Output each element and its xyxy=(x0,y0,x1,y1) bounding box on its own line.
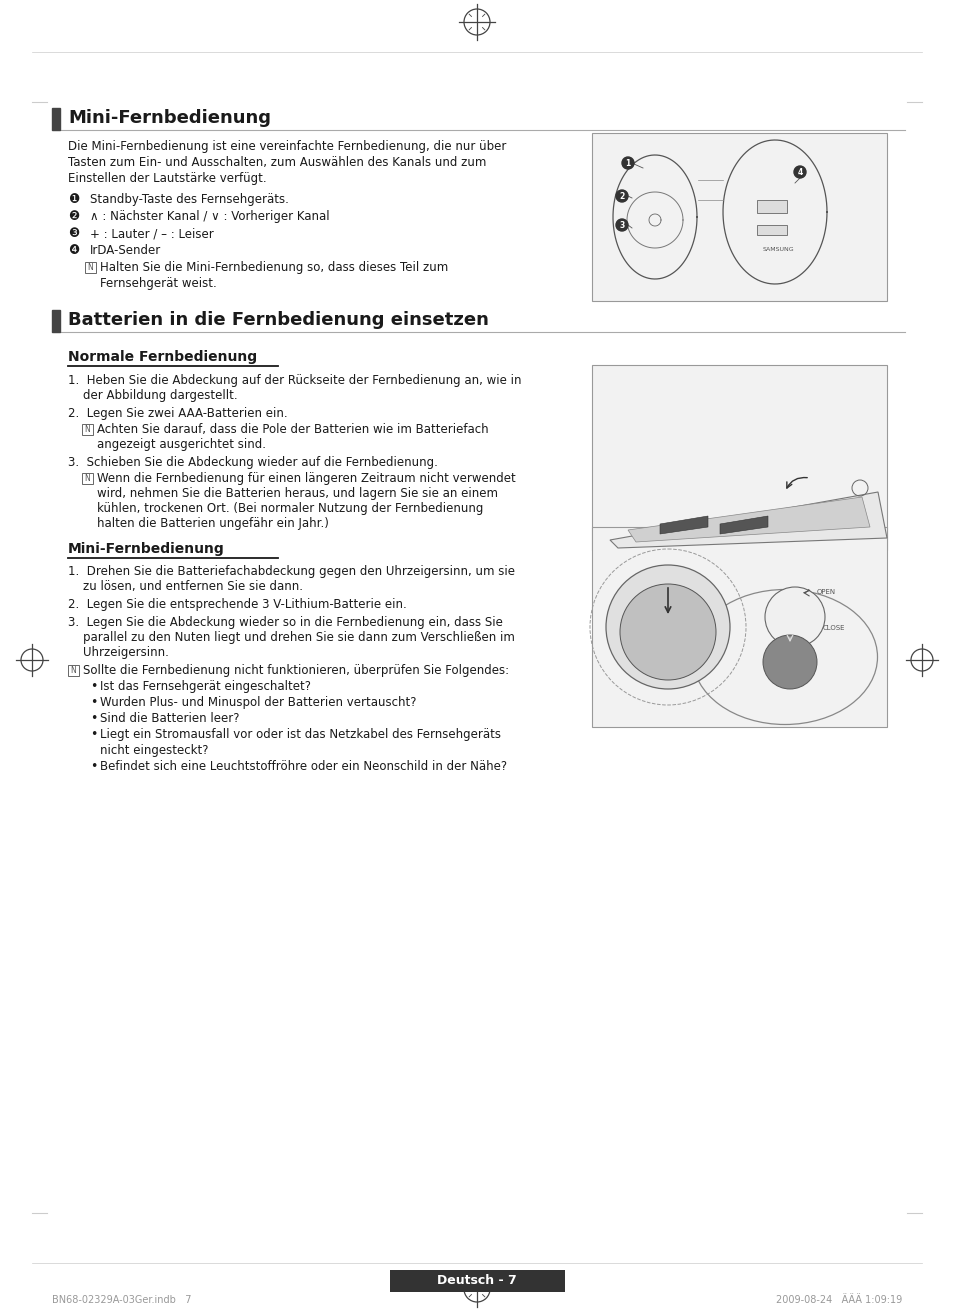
Text: N: N xyxy=(71,665,76,675)
Polygon shape xyxy=(720,515,767,534)
Bar xyxy=(52,310,60,331)
Bar xyxy=(52,108,60,130)
Text: nicht eingesteckt?: nicht eingesteckt? xyxy=(100,744,209,757)
Text: ❹: ❹ xyxy=(68,245,79,256)
Text: Achten Sie darauf, dass die Pole der Batterien wie im Batteriefach: Achten Sie darauf, dass die Pole der Bat… xyxy=(97,423,488,437)
Text: angezeigt ausgerichtet sind.: angezeigt ausgerichtet sind. xyxy=(97,438,266,451)
Circle shape xyxy=(793,166,805,178)
Text: Liegt ein Stromausfall vor oder ist das Netzkabel des Fernsehgeräts: Liegt ein Stromausfall vor oder ist das … xyxy=(100,729,500,740)
Text: Uhrzeigersinn.: Uhrzeigersinn. xyxy=(68,646,169,659)
Text: 2009-08-24   ÄÄÄ 1:09:19: 2009-08-24 ÄÄÄ 1:09:19 xyxy=(775,1295,901,1304)
Text: OPEN: OPEN xyxy=(816,589,835,594)
Text: 2.  Legen Sie die entsprechende 3 V-Lithium-Batterie ein.: 2. Legen Sie die entsprechende 3 V-Lithi… xyxy=(68,598,406,611)
Text: Wenn die Fernbedienung für einen längeren Zeitraum nicht verwendet: Wenn die Fernbedienung für einen längere… xyxy=(97,472,516,485)
Text: 1.  Drehen Sie die Batteriefachabdeckung gegen den Uhrzeigersinn, um sie: 1. Drehen Sie die Batteriefachabdeckung … xyxy=(68,565,515,579)
Bar xyxy=(757,225,786,235)
Polygon shape xyxy=(609,492,886,548)
Text: Standby-Taste des Fernsehgeräts.: Standby-Taste des Fernsehgeräts. xyxy=(90,193,289,206)
Bar xyxy=(592,527,886,727)
Text: + : Lauter / – : Leiser: + : Lauter / – : Leiser xyxy=(90,227,213,241)
Text: Mini-Fernbedienung: Mini-Fernbedienung xyxy=(68,542,225,556)
Text: Batterien in die Fernbedienung einsetzen: Batterien in die Fernbedienung einsetzen xyxy=(68,312,488,329)
Bar xyxy=(390,1270,564,1293)
Bar xyxy=(85,262,96,274)
Text: Tasten zum Ein- und Ausschalten, zum Auswählen des Kanals und zum: Tasten zum Ein- und Ausschalten, zum Aus… xyxy=(68,156,486,170)
Text: Normale Fernbedienung: Normale Fernbedienung xyxy=(68,350,257,364)
Text: Ist das Fernsehgerät eingeschaltet?: Ist das Fernsehgerät eingeschaltet? xyxy=(100,680,311,693)
Text: N: N xyxy=(85,473,91,483)
Text: IrDA-Sender: IrDA-Sender xyxy=(90,245,161,256)
Text: Halten Sie die Mini-Fernbedienung so, dass dieses Teil zum: Halten Sie die Mini-Fernbedienung so, da… xyxy=(100,260,448,274)
Text: 3.  Legen Sie die Abdeckung wieder so in die Fernbedienung ein, dass Sie: 3. Legen Sie die Abdeckung wieder so in … xyxy=(68,615,502,629)
Text: 2.  Legen Sie zwei AAA-Batterien ein.: 2. Legen Sie zwei AAA-Batterien ein. xyxy=(68,408,287,419)
Text: parallel zu den Nuten liegt und drehen Sie sie dann zum Verschließen im: parallel zu den Nuten liegt und drehen S… xyxy=(68,631,515,644)
Text: 1: 1 xyxy=(625,159,630,167)
Text: der Abbildung dargestellt.: der Abbildung dargestellt. xyxy=(68,389,237,402)
Circle shape xyxy=(605,565,729,689)
Text: SAMSUNG: SAMSUNG xyxy=(762,247,794,252)
Bar xyxy=(592,133,886,301)
Circle shape xyxy=(616,220,627,231)
Text: CLOSE: CLOSE xyxy=(822,625,844,631)
Text: ∧ : Nächster Kanal / ∨ : Vorheriger Kanal: ∧ : Nächster Kanal / ∨ : Vorheriger Kana… xyxy=(90,210,330,224)
Text: •: • xyxy=(90,696,97,709)
Bar xyxy=(82,423,92,435)
Text: Sollte die Fernbedienung nicht funktionieren, überprüfen Sie Folgendes:: Sollte die Fernbedienung nicht funktioni… xyxy=(83,664,509,677)
Text: kühlen, trockenen Ort. (Bei normaler Nutzung der Fernbedienung: kühlen, trockenen Ort. (Bei normaler Nut… xyxy=(97,502,483,515)
Polygon shape xyxy=(627,497,869,542)
Text: •: • xyxy=(90,729,97,740)
Text: Sind die Batterien leer?: Sind die Batterien leer? xyxy=(100,711,239,725)
Circle shape xyxy=(619,584,716,680)
Text: ❷: ❷ xyxy=(68,210,79,224)
Text: •: • xyxy=(90,711,97,725)
Text: •: • xyxy=(90,680,97,693)
Text: 3.  Schieben Sie die Abdeckung wieder auf die Fernbedienung.: 3. Schieben Sie die Abdeckung wieder auf… xyxy=(68,456,437,469)
Text: •: • xyxy=(90,760,97,773)
Text: Einstellen der Lautstärke verfügt.: Einstellen der Lautstärke verfügt. xyxy=(68,172,266,185)
Text: zu lösen, und entfernen Sie sie dann.: zu lösen, und entfernen Sie sie dann. xyxy=(68,580,303,593)
Bar xyxy=(592,366,886,550)
Text: BN68-02329A-03Ger.indb   7: BN68-02329A-03Ger.indb 7 xyxy=(52,1295,192,1304)
Text: Wurden Plus- und Minuspol der Batterien vertauscht?: Wurden Plus- und Minuspol der Batterien … xyxy=(100,696,416,709)
Text: 1.  Heben Sie die Abdeckung auf der Rückseite der Fernbedienung an, wie in: 1. Heben Sie die Abdeckung auf der Rücks… xyxy=(68,373,521,387)
Text: N: N xyxy=(88,263,93,272)
Bar xyxy=(68,665,79,676)
Text: N: N xyxy=(85,425,91,434)
Text: halten die Batterien ungefähr ein Jahr.): halten die Batterien ungefähr ein Jahr.) xyxy=(97,517,329,530)
Text: Deutsch - 7: Deutsch - 7 xyxy=(436,1274,517,1287)
Text: 4: 4 xyxy=(797,167,801,176)
Text: Mini-Fernbedienung: Mini-Fernbedienung xyxy=(68,109,271,128)
Text: wird, nehmen Sie die Batterien heraus, und lagern Sie sie an einem: wird, nehmen Sie die Batterien heraus, u… xyxy=(97,487,497,500)
Text: Befindet sich eine Leuchtstoffröhre oder ein Neonschild in der Nähe?: Befindet sich eine Leuchtstoffröhre oder… xyxy=(100,760,507,773)
Text: ❶: ❶ xyxy=(68,193,79,206)
Circle shape xyxy=(764,586,824,647)
Circle shape xyxy=(762,635,816,689)
Circle shape xyxy=(621,156,634,170)
Text: ❸: ❸ xyxy=(68,227,79,241)
Text: Fernsehgerät weist.: Fernsehgerät weist. xyxy=(100,277,216,291)
Circle shape xyxy=(616,189,627,203)
Bar xyxy=(82,473,92,484)
Bar xyxy=(757,200,786,213)
Polygon shape xyxy=(659,515,707,534)
Text: 3: 3 xyxy=(618,221,624,230)
Text: Die Mini-Fernbedienung ist eine vereinfachte Fernbedienung, die nur über: Die Mini-Fernbedienung ist eine vereinfa… xyxy=(68,139,506,153)
Text: 2: 2 xyxy=(618,192,624,200)
